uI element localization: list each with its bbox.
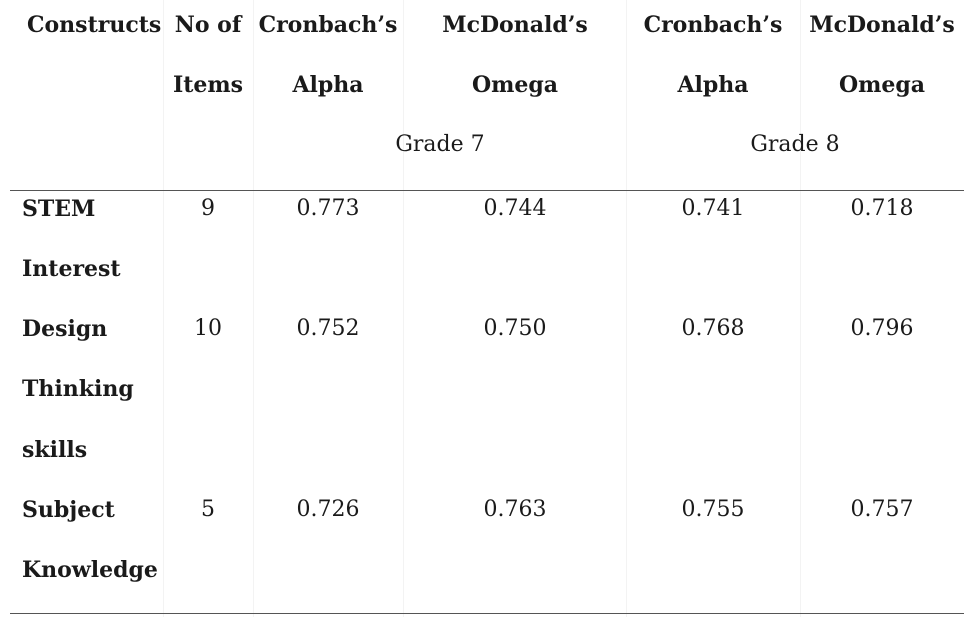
header-no-of-items-line2: Items [172,72,244,98]
row-items: 5 [201,497,215,522]
header-g7-cronbach-line1: Cronbach’s [258,12,398,38]
header-g8-mcdonald-line1: McDonald’s [809,12,955,38]
row-construct-line2: Thinking [22,376,134,402]
row-g7-omega: 0.744 [483,196,547,221]
header-grade-7: Grade 7 [395,132,485,157]
row-g7-alpha: 0.773 [296,196,360,221]
row-construct-line3: skills [22,437,88,463]
row-g7-omega: 0.750 [483,316,547,341]
row-g8-alpha: 0.755 [681,497,745,522]
row-items: 9 [201,196,215,221]
column-separator [626,0,627,617]
row-construct-line1: Design [22,316,108,342]
header-no-of-items-line1: No of [174,12,242,38]
header-rule [10,190,964,191]
header-g7-mcdonald-line2: Omega [471,72,559,98]
row-construct-line1: Subject [22,497,115,523]
row-g8-omega: 0.796 [850,316,914,341]
header-g8-cronbach-line1: Cronbach’s [643,12,783,38]
header-g8-cronbach-line2: Alpha [677,72,749,98]
column-separator [403,0,404,617]
row-g8-omega: 0.757 [850,497,914,522]
table-bottom-rule [10,613,964,614]
header-g7-mcdonald-line1: McDonald’s [442,12,588,38]
row-construct-line2: Knowledge [22,557,158,583]
header-g7-cronbach-line2: Alpha [292,72,364,98]
row-items: 10 [194,316,222,341]
header-g8-mcdonald-line2: Omega [838,72,926,98]
row-construct-line1: STEM [22,196,96,222]
header-grade-8: Grade 8 [750,132,840,157]
row-g8-alpha: 0.741 [681,196,745,221]
row-g7-alpha: 0.752 [296,316,360,341]
column-separator [800,0,801,617]
column-separator [253,0,254,617]
row-g8-alpha: 0.768 [681,316,745,341]
row-g8-omega: 0.718 [850,196,914,221]
row-g7-omega: 0.763 [483,497,547,522]
header-constructs: Constructs [27,12,162,38]
row-construct-line2: Interest [22,256,121,282]
column-separator [163,0,164,617]
row-g7-alpha: 0.726 [296,497,360,522]
